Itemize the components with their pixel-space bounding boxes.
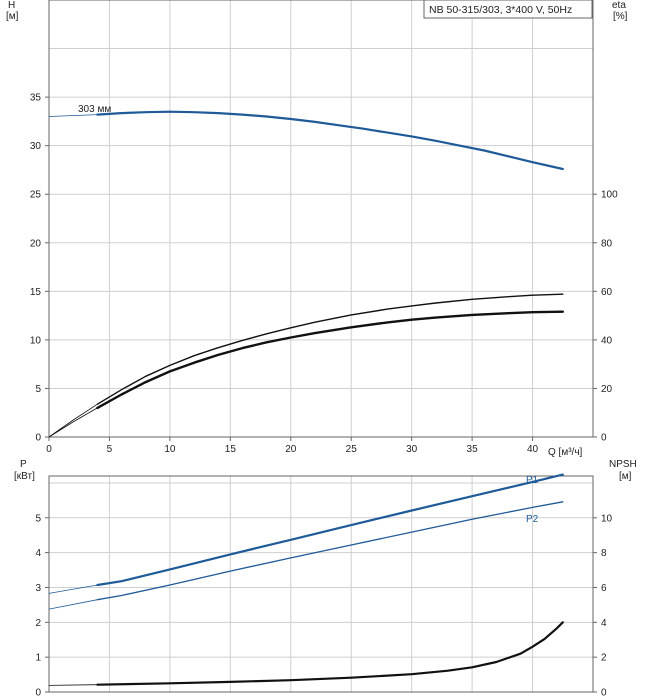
top-series-line-3 [48, 403, 98, 438]
x-tick-label: 15 [225, 444, 237, 455]
bottom-series-line-2 [96, 501, 564, 601]
p1-series-label: P1 [526, 475, 539, 486]
head-efficiency-panel: 0 5 10 15 20 25 30 35 0 20 40 60 80 100 0 5 10 15 20 25 30 35… [6, 0, 628, 458]
bottom-series-line-0 [96, 473, 564, 587]
bottom-right-tick-label: 6 [601, 583, 607, 594]
chart-title: NB 50-315/303, 3*400 V, 50Hz [429, 4, 572, 16]
power-npsh-panel: 0 1 2 3 4 5 0 2 4 6 8 10 P [кВт] NPSH [м] P1 P2 [14, 459, 637, 699]
top-left-tick-label: 35 [30, 93, 42, 104]
top-left-tick-label: 10 [30, 335, 42, 346]
top-left-tick-label: 5 [35, 384, 41, 395]
top-series-line-0 [96, 110, 564, 171]
bottom-right-tick-label: 2 [601, 653, 607, 664]
impeller-diameter-label: 303 мм [78, 104, 111, 115]
top-tick-labels: 0 5 10 15 20 25 30 35 0 20 40 60 80 100 0 5 10 15 20 25 30 35… [30, 93, 618, 455]
x-tick-label: 35 [467, 444, 479, 455]
bottom-left-tick-label: 4 [35, 548, 41, 559]
top-series-line-1 [48, 114, 98, 117]
x-tick-label: 25 [346, 444, 358, 455]
bottom-curves [48, 473, 564, 686]
bottom-left-tick-label: 2 [35, 618, 41, 629]
bottom-left-tick-label: 3 [35, 583, 41, 594]
top-left-tick-label: 0 [35, 433, 41, 444]
p-axis-unit: [кВт] [14, 471, 35, 482]
top-plot-frame [48, 0, 594, 438]
bottom-plot-frame [48, 475, 594, 693]
bottom-series-line-5 [48, 684, 98, 686]
top-left-tick-label: 30 [30, 141, 42, 152]
top-right-tick-label: 100 [601, 190, 618, 201]
bottom-right-tick-label: 4 [601, 618, 607, 629]
top-series-line-5 [48, 407, 98, 438]
x-tick-label: 30 [406, 444, 418, 455]
top-curves [48, 110, 564, 438]
bottom-left-tick-label: 1 [35, 653, 41, 664]
x-tick-label: 20 [285, 444, 297, 455]
bottom-right-tick-label: 0 [601, 688, 607, 699]
top-right-tick-label: 60 [601, 287, 613, 298]
top-right-tick-label: 0 [601, 433, 607, 444]
eta-axis-title: eta [612, 0, 626, 11]
top-series-line-2 [96, 293, 564, 405]
bottom-series-line-3 [48, 599, 98, 610]
top-series-line-4 [96, 310, 564, 410]
bottom-left-tick-label: 5 [35, 513, 41, 524]
h-axis-title: H [8, 0, 15, 11]
top-right-tick-label: 80 [601, 238, 613, 249]
eta-axis-unit: [%] [613, 11, 628, 22]
top-left-tick-label: 20 [30, 238, 42, 249]
x-tick-label: 10 [164, 444, 176, 455]
x-tick-label: 40 [527, 444, 539, 455]
p2-series-label: P2 [526, 514, 539, 525]
title-box [423, 0, 593, 19]
npsh-axis-title: NPSH [609, 459, 637, 470]
bottom-right-tick-label: 10 [601, 513, 613, 524]
p-axis-title: P [20, 459, 27, 470]
q-axis-title: Q [м³/ч] [548, 447, 583, 458]
x-tick-label: 5 [107, 444, 113, 455]
top-left-tick-label: 25 [30, 190, 42, 201]
bottom-series-line-4 [96, 621, 564, 686]
npsh-axis-unit: [м] [619, 471, 632, 482]
x-tick-label: 0 [46, 444, 52, 455]
bottom-tick-labels: 0 1 2 3 4 5 0 2 4 6 8 10 [35, 513, 612, 698]
bottom-series-line-1 [48, 584, 98, 594]
bottom-right-tick-label: 8 [601, 548, 607, 559]
top-left-tick-label: 15 [30, 287, 42, 298]
top-right-tick-label: 40 [601, 335, 613, 346]
h-axis-unit: [м] [6, 11, 19, 22]
bottom-left-tick-label: 0 [35, 688, 41, 699]
top-right-tick-label: 20 [601, 384, 613, 395]
